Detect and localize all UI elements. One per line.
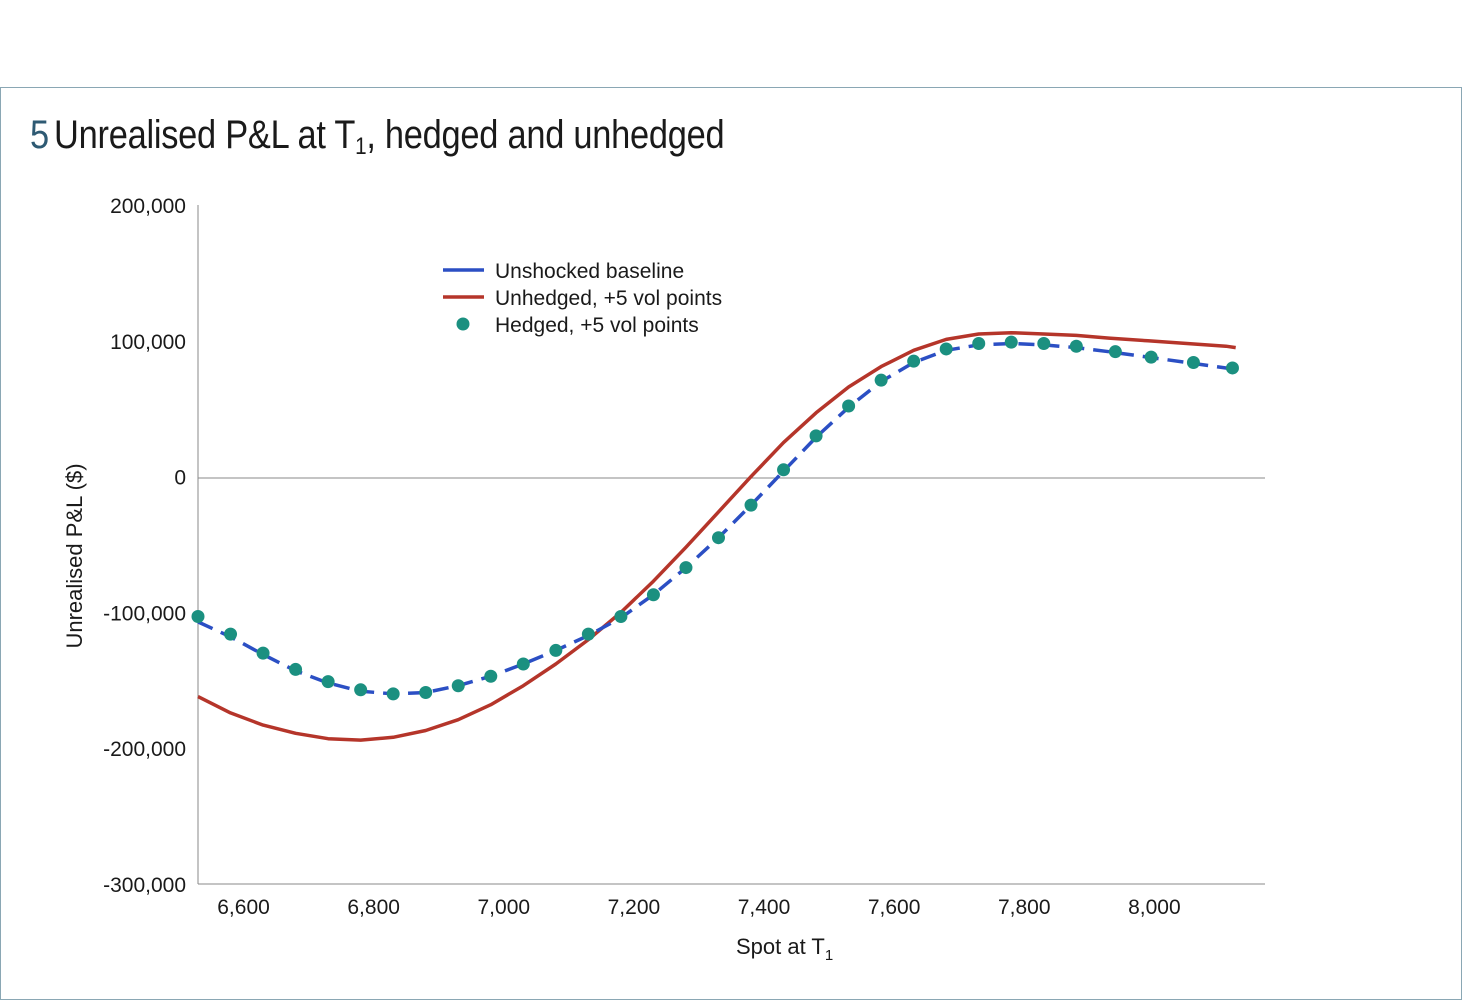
series-layer — [191, 330, 1239, 742]
baseline-series-line — [197, 341, 1236, 696]
figure-frame — [0, 87, 1462, 1000]
hedged-data-point — [191, 609, 205, 623]
hedged-data-point — [516, 657, 530, 671]
hedged-data-point — [1144, 350, 1158, 364]
legend-label: Unshocked baseline — [495, 260, 684, 283]
hedged-data-point — [419, 686, 433, 700]
hedged-data-point — [1004, 335, 1018, 349]
unhedged-series-line — [197, 330, 1236, 742]
hedged-data-point — [842, 399, 856, 413]
title-main: Unrealised P&L at T — [54, 113, 356, 157]
hedged-data-point — [256, 646, 270, 660]
y-tick-label: -300,000 — [103, 874, 186, 897]
hedged-data-point — [809, 429, 823, 443]
x-axis-label: Spot at T1 — [736, 934, 833, 964]
x-tick-label: 6,800 — [347, 896, 400, 919]
legend-label: Unhedged, +5 vol points — [495, 287, 722, 310]
x-tick-label: 7,800 — [998, 896, 1051, 919]
hedged-data-point — [224, 627, 238, 641]
hedged-data-point — [386, 687, 400, 701]
x-tick-label: 7,400 — [738, 896, 791, 919]
title-subscript: 1 — [355, 133, 367, 160]
hedged-data-point — [711, 531, 725, 545]
y-axis-label: Unrealised P&L ($) — [62, 463, 87, 648]
hedged-data-point — [581, 627, 595, 641]
chart-axes — [197, 205, 1265, 885]
x-tick-label: 7,600 — [868, 896, 921, 919]
y-tick-label: 0 — [174, 467, 186, 490]
hedged-data-point — [646, 588, 660, 602]
hedged-data-point — [451, 679, 465, 693]
hedged-data-point — [354, 683, 368, 697]
hedged-data-point — [907, 354, 921, 368]
x-tick-label: 8,000 — [1128, 896, 1181, 919]
hedged-data-point — [777, 463, 791, 477]
hedged-data-point — [484, 669, 498, 683]
y-tick-label: -200,000 — [103, 738, 186, 761]
hedged-data-point — [1186, 356, 1200, 370]
x-axis-label-main: Spot at T — [736, 934, 825, 959]
hedged-data-point — [1069, 339, 1083, 353]
figure-title: 5 Unrealised P&L at T1, hedged and unhedg… — [30, 108, 725, 162]
hedged-data-point — [679, 561, 693, 575]
x-axis-label-subscript: 1 — [825, 947, 833, 964]
y-tick-label: 100,000 — [110, 331, 186, 354]
legend-label: Hedged, +5 vol points — [495, 314, 699, 337]
title-rest: , hedged and unhedged — [366, 113, 725, 157]
x-tick-labels: 6,600 6,800 7,000 7,200 7,400 7,600 7,800 8,000 — [217, 896, 1180, 919]
figure-number: 5 — [30, 113, 49, 157]
hedged-data-point — [614, 609, 628, 623]
hedged-data-point — [1108, 345, 1122, 359]
hedged-data-point — [744, 498, 758, 512]
y-tick-label: 200,000 — [110, 195, 186, 218]
hedged-data-point — [1225, 361, 1239, 375]
x-tick-label: 7,200 — [608, 896, 661, 919]
hedged-data-point — [321, 675, 335, 689]
hedged-data-point — [972, 337, 986, 351]
hedged-data-point — [874, 373, 888, 387]
hedged-data-point — [939, 342, 953, 356]
hedged-data-point — [549, 643, 563, 657]
legend-marker-hedged — [456, 317, 470, 331]
x-tick-label: 6,600 — [217, 896, 270, 919]
y-tick-label: -100,000 — [103, 602, 186, 625]
hedged-data-point — [289, 662, 303, 676]
x-tick-label: 7,000 — [478, 896, 531, 919]
legend: Unshocked baseline Unhedged, +5 vol point… — [443, 260, 722, 337]
hedged-data-point — [1037, 337, 1051, 351]
y-tick-labels: 200,000 100,000 0 -100,000 -200,000 -300,000 — [103, 195, 186, 897]
